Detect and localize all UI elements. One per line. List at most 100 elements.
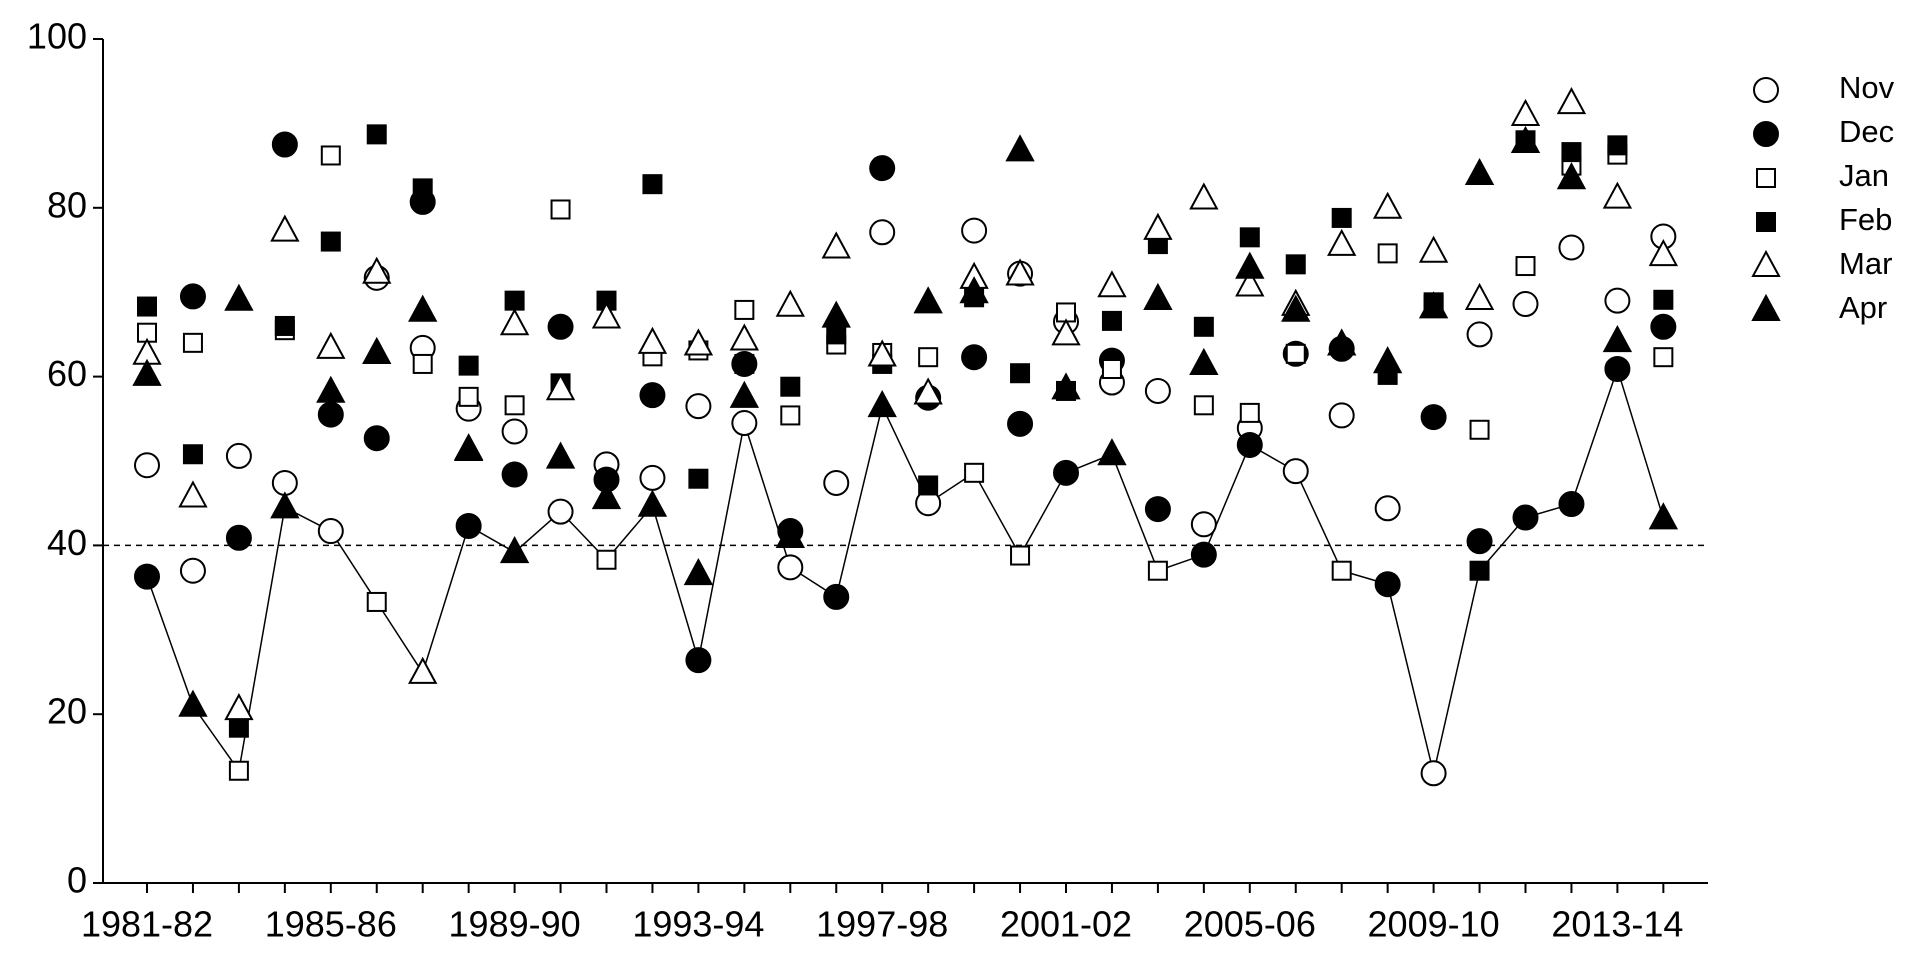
- marker: [683, 328, 714, 356]
- marker: [1604, 287, 1631, 314]
- marker: [1558, 491, 1585, 518]
- marker: [821, 231, 851, 259]
- marker: [1101, 310, 1122, 331]
- marker: [918, 347, 939, 368]
- marker: [547, 498, 574, 525]
- marker: [179, 557, 206, 584]
- marker: [1005, 258, 1035, 286]
- marker: [362, 256, 392, 284]
- x-tick-label: 1985-86: [265, 904, 397, 945]
- marker: [1374, 495, 1401, 522]
- marker: [1650, 313, 1677, 340]
- marker: [1466, 528, 1493, 555]
- x-tick-label: 1997-98: [816, 904, 948, 945]
- marker: [1331, 207, 1352, 228]
- marker: [961, 344, 988, 371]
- marker: [547, 313, 574, 340]
- marker: [1190, 541, 1217, 568]
- marker: [228, 760, 249, 781]
- marker: [1327, 328, 1357, 356]
- marker: [408, 656, 438, 684]
- marker: [366, 124, 387, 145]
- marker: [913, 377, 943, 405]
- marker: [1653, 289, 1674, 310]
- marker: [501, 461, 528, 488]
- marker: [867, 390, 897, 418]
- marker: [1510, 98, 1541, 126]
- y-tick-label: 60: [47, 353, 87, 394]
- marker: [1189, 347, 1219, 375]
- marker: [826, 324, 847, 345]
- marker: [1420, 760, 1447, 787]
- marker: [1558, 234, 1585, 261]
- marker: [1147, 560, 1168, 581]
- marker: [1143, 212, 1173, 240]
- marker: [642, 174, 663, 195]
- marker: [1331, 560, 1352, 581]
- marker: [550, 199, 571, 220]
- x-tick-label: 1993-94: [632, 904, 764, 945]
- marker: [1561, 142, 1582, 163]
- marker: [1190, 511, 1217, 538]
- marker: [1420, 404, 1447, 431]
- marker: [913, 286, 943, 314]
- marker: [228, 717, 249, 738]
- legend-marker: [1751, 293, 1781, 321]
- marker: [366, 591, 387, 612]
- marker: [545, 441, 576, 469]
- x-tick-label: 2005-06: [1184, 904, 1316, 945]
- marker: [1010, 363, 1031, 384]
- marker: [959, 276, 989, 304]
- marker: [1648, 238, 1679, 267]
- marker: [1282, 458, 1309, 485]
- x-tick-label: 1989-90: [449, 904, 581, 945]
- marker: [1235, 251, 1265, 279]
- marker: [729, 380, 760, 408]
- marker: [775, 520, 805, 548]
- marker: [1512, 504, 1539, 531]
- marker: [1328, 402, 1355, 429]
- minimum-line: [146, 366, 1665, 774]
- marker: [591, 301, 622, 329]
- marker: [637, 489, 668, 517]
- marker: [317, 401, 344, 428]
- marker: [271, 131, 298, 158]
- marker: [320, 145, 341, 166]
- marker: [1464, 157, 1495, 186]
- marker: [823, 583, 850, 610]
- marker: [821, 300, 851, 328]
- marker: [1193, 395, 1214, 416]
- legend-marker: [1756, 168, 1776, 188]
- marker: [637, 326, 668, 354]
- marker: [1469, 560, 1490, 581]
- marker: [867, 339, 897, 367]
- legend-label: Feb: [1839, 202, 1892, 237]
- marker: [134, 563, 160, 590]
- marker: [1556, 162, 1587, 190]
- marker: [178, 480, 208, 508]
- y-tick-label: 80: [47, 184, 87, 225]
- legend-marker: [1753, 121, 1779, 147]
- marker: [1515, 256, 1536, 277]
- legend-marker: [1756, 212, 1776, 232]
- marker: [1372, 191, 1403, 219]
- marker: [1285, 254, 1306, 275]
- marker: [1512, 291, 1539, 318]
- marker: [1193, 316, 1214, 337]
- marker: [1602, 325, 1633, 353]
- marker: [780, 376, 801, 397]
- marker: [504, 395, 525, 416]
- marker: [1010, 545, 1031, 566]
- marker: [639, 382, 666, 409]
- legend-marker: [1753, 77, 1779, 103]
- legend-marker: [1751, 249, 1781, 277]
- marker: [182, 332, 203, 353]
- marker: [734, 353, 755, 374]
- marker: [591, 482, 622, 510]
- marker: [1604, 356, 1631, 383]
- marker: [499, 536, 530, 564]
- marker: [961, 217, 988, 244]
- marker: [734, 299, 755, 320]
- marker: [683, 557, 714, 586]
- marker: [1236, 431, 1263, 458]
